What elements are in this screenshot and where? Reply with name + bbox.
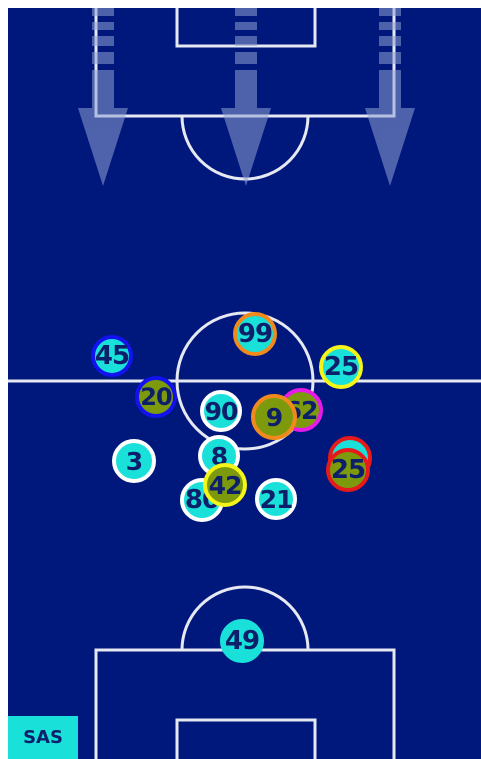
bottom-goal-box: [175, 718, 317, 759]
team-badge: SAS: [8, 716, 78, 759]
attack-arrow-center: [221, 8, 271, 186]
player-marker[interactable]: 42: [203, 463, 247, 507]
player-marker[interactable]: 3: [112, 439, 156, 483]
bottom-penalty-arc: [180, 585, 310, 651]
player-marker[interactable]: 25: [326, 448, 370, 492]
player-marker[interactable]: 90: [200, 390, 242, 432]
pitch-markings: [8, 8, 481, 759]
player-marker[interactable]: 49: [220, 619, 264, 663]
player-marker[interactable]: 21: [255, 478, 297, 520]
attack-arrow-right: [365, 8, 415, 186]
player-marker[interactable]: 20: [135, 376, 177, 418]
player-marker[interactable]: 99: [233, 312, 277, 356]
attack-arrow-left: [78, 8, 128, 186]
player-marker[interactable]: 45: [91, 335, 133, 377]
football-pitch: 45 20 99 25 90 62 9 25 3 8 80 21 42 49 SAS: [8, 8, 481, 759]
player-marker[interactable]: 25: [319, 345, 363, 389]
player-marker[interactable]: 9: [251, 394, 297, 440]
bottom-penalty-box: [94, 648, 396, 759]
